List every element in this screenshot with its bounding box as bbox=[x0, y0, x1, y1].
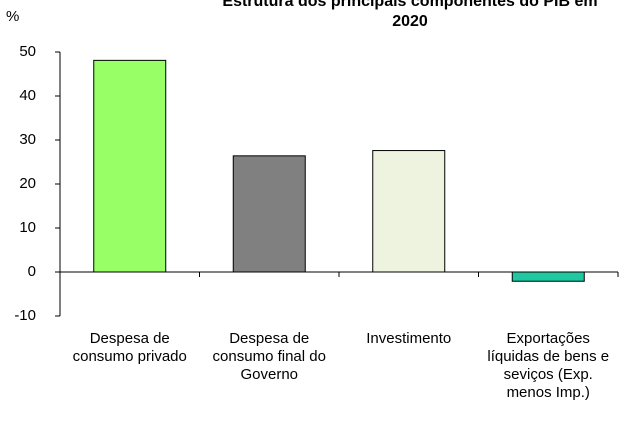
x-tick-label: Despesa de consumo final do Governo bbox=[212, 330, 326, 383]
y-axis-label: % bbox=[6, 8, 20, 25]
y-tick-label: 10 bbox=[19, 219, 36, 236]
y-tick-label: 40 bbox=[19, 87, 36, 104]
y-tick-label: -10 bbox=[14, 307, 36, 324]
x-tick-label: Investimento bbox=[366, 330, 452, 347]
bar bbox=[511, 271, 585, 282]
bar bbox=[93, 59, 167, 273]
y-tick-label: 0 bbox=[28, 263, 36, 280]
chart-title: Estrutura dos principais componentes do … bbox=[222, 0, 598, 30]
y-tick-label: 20 bbox=[19, 175, 36, 192]
bar bbox=[372, 150, 446, 273]
x-tick-label: Exportações líquidas de bens e seviços (… bbox=[487, 330, 610, 401]
y-tick-label: 30 bbox=[19, 131, 36, 148]
x-tick-label: Despesa de consumo privado bbox=[72, 330, 187, 365]
y-tick-label: 50 bbox=[19, 43, 36, 60]
bar bbox=[232, 155, 306, 273]
